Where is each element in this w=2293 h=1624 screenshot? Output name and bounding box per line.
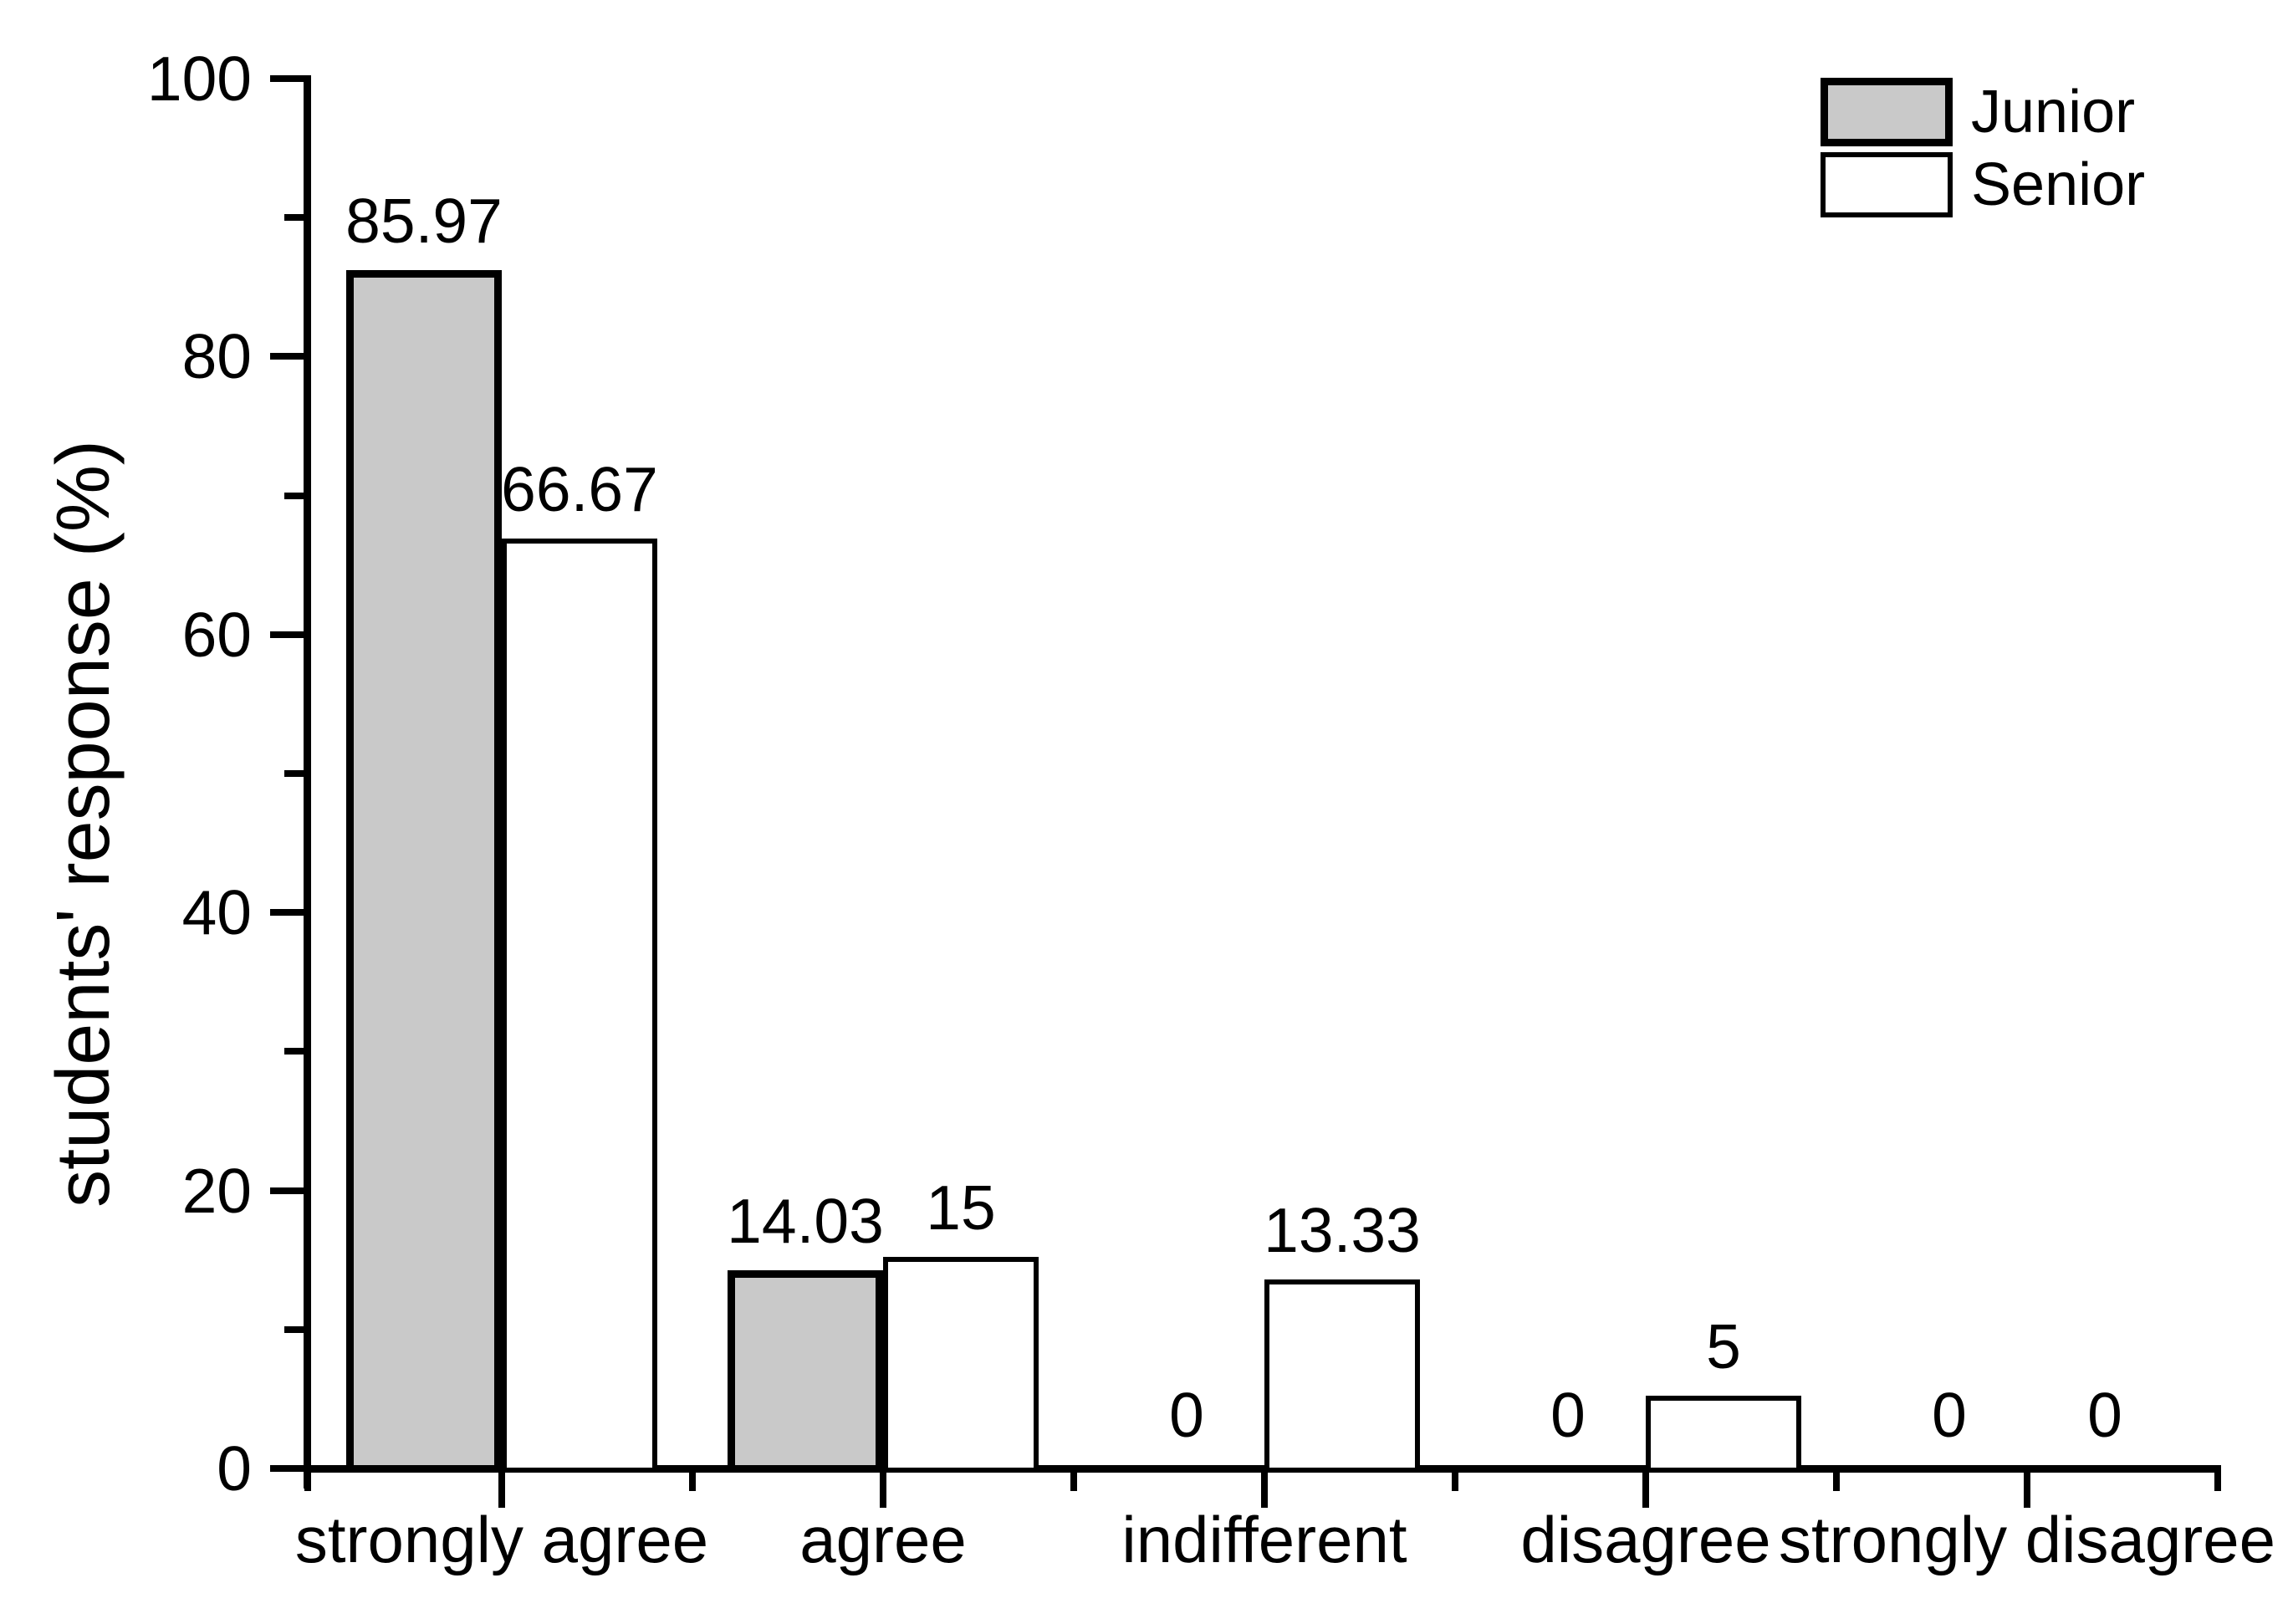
legend-label-junior: Junior: [1971, 79, 2136, 146]
bar-junior-strongly-agree: [346, 270, 502, 1473]
y-minor-tick: [284, 214, 304, 222]
y-tick-label: 40: [181, 877, 252, 948]
x-axis-line: [304, 1465, 2221, 1473]
legend-label-senior: Senior: [1971, 151, 2146, 218]
x-minor-tick: [304, 1473, 311, 1491]
category-label-strongly-agree: strongly agree: [294, 1503, 709, 1576]
value-label-senior-strongly-disagree: 0: [2087, 1380, 2122, 1450]
y-axis-title: students' response (%): [42, 440, 125, 1208]
y-minor-tick: [284, 1048, 304, 1055]
legend-swatch-junior: [1821, 78, 1953, 146]
y-axis-line: [304, 75, 311, 1489]
value-label-junior-indifferent: 0: [1169, 1380, 1204, 1450]
category-label-agree: agree: [799, 1503, 967, 1576]
y-major-tick: [270, 909, 304, 917]
value-label-senior-disagree: 5: [1706, 1310, 1741, 1381]
y-tick-label: 20: [181, 1155, 252, 1226]
x-major-tick: [1261, 1473, 1268, 1508]
x-major-tick: [2024, 1473, 2030, 1508]
y-major-tick: [270, 75, 304, 82]
x-minor-tick: [1070, 1473, 1077, 1491]
y-tick-label: 100: [146, 43, 252, 114]
x-minor-tick: [1452, 1473, 1458, 1491]
y-major-tick: [270, 631, 304, 638]
value-label-junior-agree: 14.03: [727, 1185, 884, 1256]
y-major-tick: [270, 353, 304, 360]
legend-item-senior: Senior: [1821, 152, 2145, 217]
value-label-senior-strongly-agree: 66.67: [501, 453, 658, 524]
category-label-indifferent: indifferent: [1121, 1503, 1407, 1576]
x-major-tick: [1642, 1473, 1649, 1508]
value-label-senior-agree: 15: [926, 1172, 996, 1243]
bar-junior-agree: [728, 1269, 883, 1473]
y-minor-tick: [284, 492, 304, 499]
x-minor-tick: [2214, 1473, 2221, 1491]
bar-senior-disagree: [1646, 1395, 1801, 1473]
bar-senior-strongly-agree: [502, 538, 657, 1473]
bar-senior-agree: [883, 1256, 1039, 1473]
category-label-strongly-disagree: strongly disagree: [1779, 1503, 2275, 1576]
y-tick-label: 60: [181, 599, 252, 670]
y-minor-tick: [284, 1325, 304, 1333]
y-minor-tick: [284, 770, 304, 777]
x-major-tick: [498, 1473, 505, 1508]
value-label-senior-indifferent: 13.33: [1264, 1195, 1421, 1266]
legend-item-junior: Junior: [1821, 78, 2145, 146]
y-tick-label: 80: [181, 321, 252, 392]
x-major-tick: [880, 1473, 886, 1508]
value-label-junior-disagree: 0: [1550, 1380, 1586, 1450]
y-tick-label: 0: [217, 1433, 252, 1504]
bar-senior-indifferent: [1264, 1279, 1420, 1473]
category-label-disagree: disagree: [1520, 1503, 1771, 1576]
x-minor-tick: [689, 1473, 696, 1491]
y-major-tick: [270, 1465, 304, 1472]
y-major-tick: [270, 1187, 304, 1194]
legend: Junior Senior: [1821, 78, 2145, 217]
value-label-junior-strongly-disagree: 0: [1932, 1380, 1967, 1450]
x-minor-tick: [1833, 1473, 1840, 1491]
value-label-junior-strongly-agree: 85.97: [345, 186, 503, 257]
legend-swatch-senior: [1821, 152, 1953, 217]
